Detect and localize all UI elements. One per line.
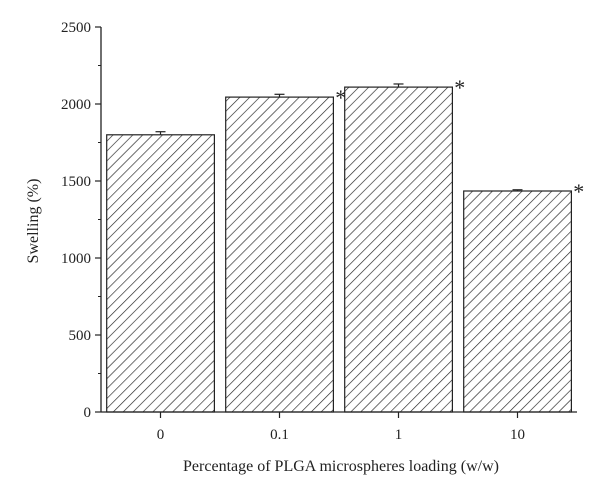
bar-0 — [106, 134, 215, 413]
significance-marker-10: * — [573, 179, 584, 204]
y-axis-title: Swelling (%) — [25, 179, 42, 264]
y-tick-label-500: 500 — [69, 328, 92, 344]
x-tick-label-0: 0 — [157, 427, 165, 443]
y-tick-label-1500: 1500 — [61, 174, 91, 190]
y-tick-label-1000: 1000 — [61, 251, 91, 267]
x-tick-label-10: 10 — [510, 427, 525, 443]
y-tick-label-2000: 2000 — [61, 97, 91, 113]
x-axis-title: Percentage of PLGA microspheres loading … — [183, 458, 499, 475]
significance-marker-0.1: * — [335, 85, 346, 110]
axes-layer: 0 0.1 1 10 0 500 1000 1500 2000 2500 — [61, 20, 577, 443]
x-tick-label-0.1: 0.1 — [270, 427, 289, 443]
y-tick-label-2500: 2500 — [61, 20, 91, 36]
bar-0.1 — [225, 96, 334, 413]
significance-marker-1: * — [454, 75, 465, 100]
bar-1 — [344, 86, 454, 413]
y-tick-label-0: 0 — [84, 405, 92, 421]
bar-10 — [463, 190, 573, 413]
x-tick-label-1: 1 — [395, 427, 403, 443]
bars-layer: * * * — [106, 75, 584, 413]
